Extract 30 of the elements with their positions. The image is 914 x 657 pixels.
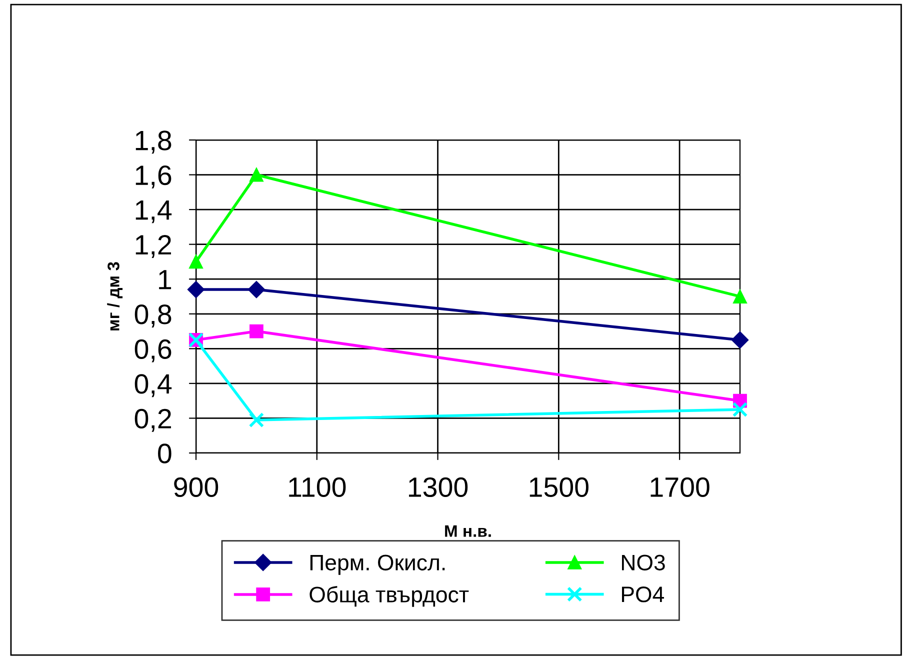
y-axis-title: мг / дм 3 (107, 262, 123, 330)
legend-label: PO4 (622, 586, 664, 602)
y-tick-label: 1,8 (136, 130, 172, 154)
point (248, 412, 264, 428)
x-tick-label: 1500 (530, 477, 588, 498)
point (250, 324, 264, 338)
point (731, 331, 749, 349)
legend-label: Перм. Окисл. (310, 554, 445, 575)
y-tick-label: 0,6 (134, 339, 172, 362)
y-tick-label: 1,2 (136, 235, 171, 258)
y-tick-label: 0,8 (134, 304, 172, 328)
point (732, 402, 748, 418)
point (248, 280, 265, 298)
y-tick-label: 0 (158, 444, 172, 464)
point (189, 254, 203, 269)
x-tick-label: 1100 (289, 477, 346, 498)
legend-label: Обща твърдост (310, 586, 469, 607)
legend-label: NO3 (622, 554, 665, 570)
point (250, 168, 264, 182)
x-tick-label: 1700 (650, 477, 710, 498)
x-tick-label: 900 (174, 477, 218, 498)
y-tick-label: 1,6 (136, 165, 172, 188)
point (187, 280, 205, 298)
y-tick-label: 1 (159, 270, 172, 290)
point (733, 290, 747, 304)
y-tick-label: 0,4 (134, 374, 172, 398)
x-tick-label: 1300 (409, 477, 468, 498)
y-tick-label: 1,4 (136, 200, 172, 224)
x-axis-title: М н.в. (445, 525, 491, 537)
y-tick-label: 0,2 (134, 408, 171, 432)
